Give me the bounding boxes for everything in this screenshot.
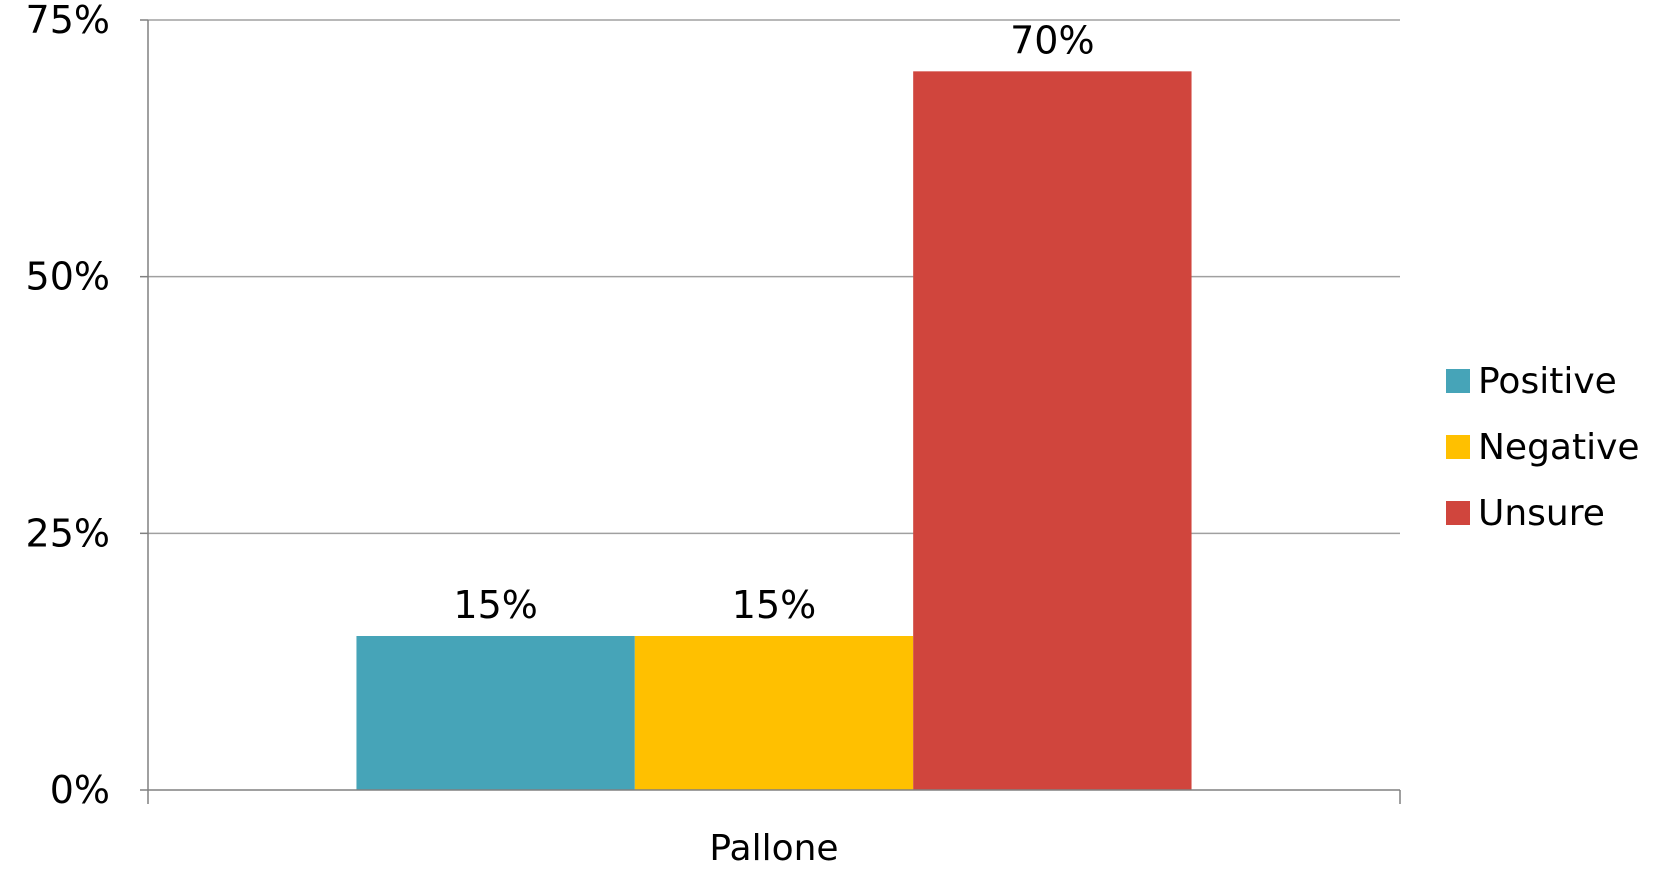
data-label-positive: 15% (453, 583, 537, 627)
legend-label-unsure: Unsure (1478, 493, 1605, 534)
legend-label-positive: Positive (1478, 361, 1617, 402)
data-label-unsure: 70% (1010, 18, 1094, 62)
bar-positive (356, 636, 635, 790)
legend-swatch-negative (1446, 435, 1470, 459)
bar-unsure (913, 71, 1192, 791)
y-axis-ticks: 0% 25% 50% 75% (26, 0, 148, 812)
legend: Positive Negative Unsure (1446, 361, 1640, 534)
legend-label-negative: Negative (1478, 427, 1640, 468)
y-tick-label: 0% (50, 768, 110, 812)
category-labels: Pallone (709, 828, 838, 869)
legend-swatch-unsure (1446, 501, 1470, 525)
bar-negative (634, 636, 914, 790)
legend-swatch-positive (1446, 369, 1470, 393)
gridlines (148, 19, 1400, 535)
category-label: Pallone (709, 828, 838, 869)
axes (147, 20, 1401, 804)
data-labels: 15% 15% 70% (453, 18, 1094, 627)
data-label-negative: 15% (732, 583, 816, 627)
bars (356, 71, 1192, 791)
y-tick-label: 75% (26, 0, 110, 42)
y-tick-label: 25% (26, 511, 110, 555)
y-tick-label: 50% (26, 255, 110, 299)
